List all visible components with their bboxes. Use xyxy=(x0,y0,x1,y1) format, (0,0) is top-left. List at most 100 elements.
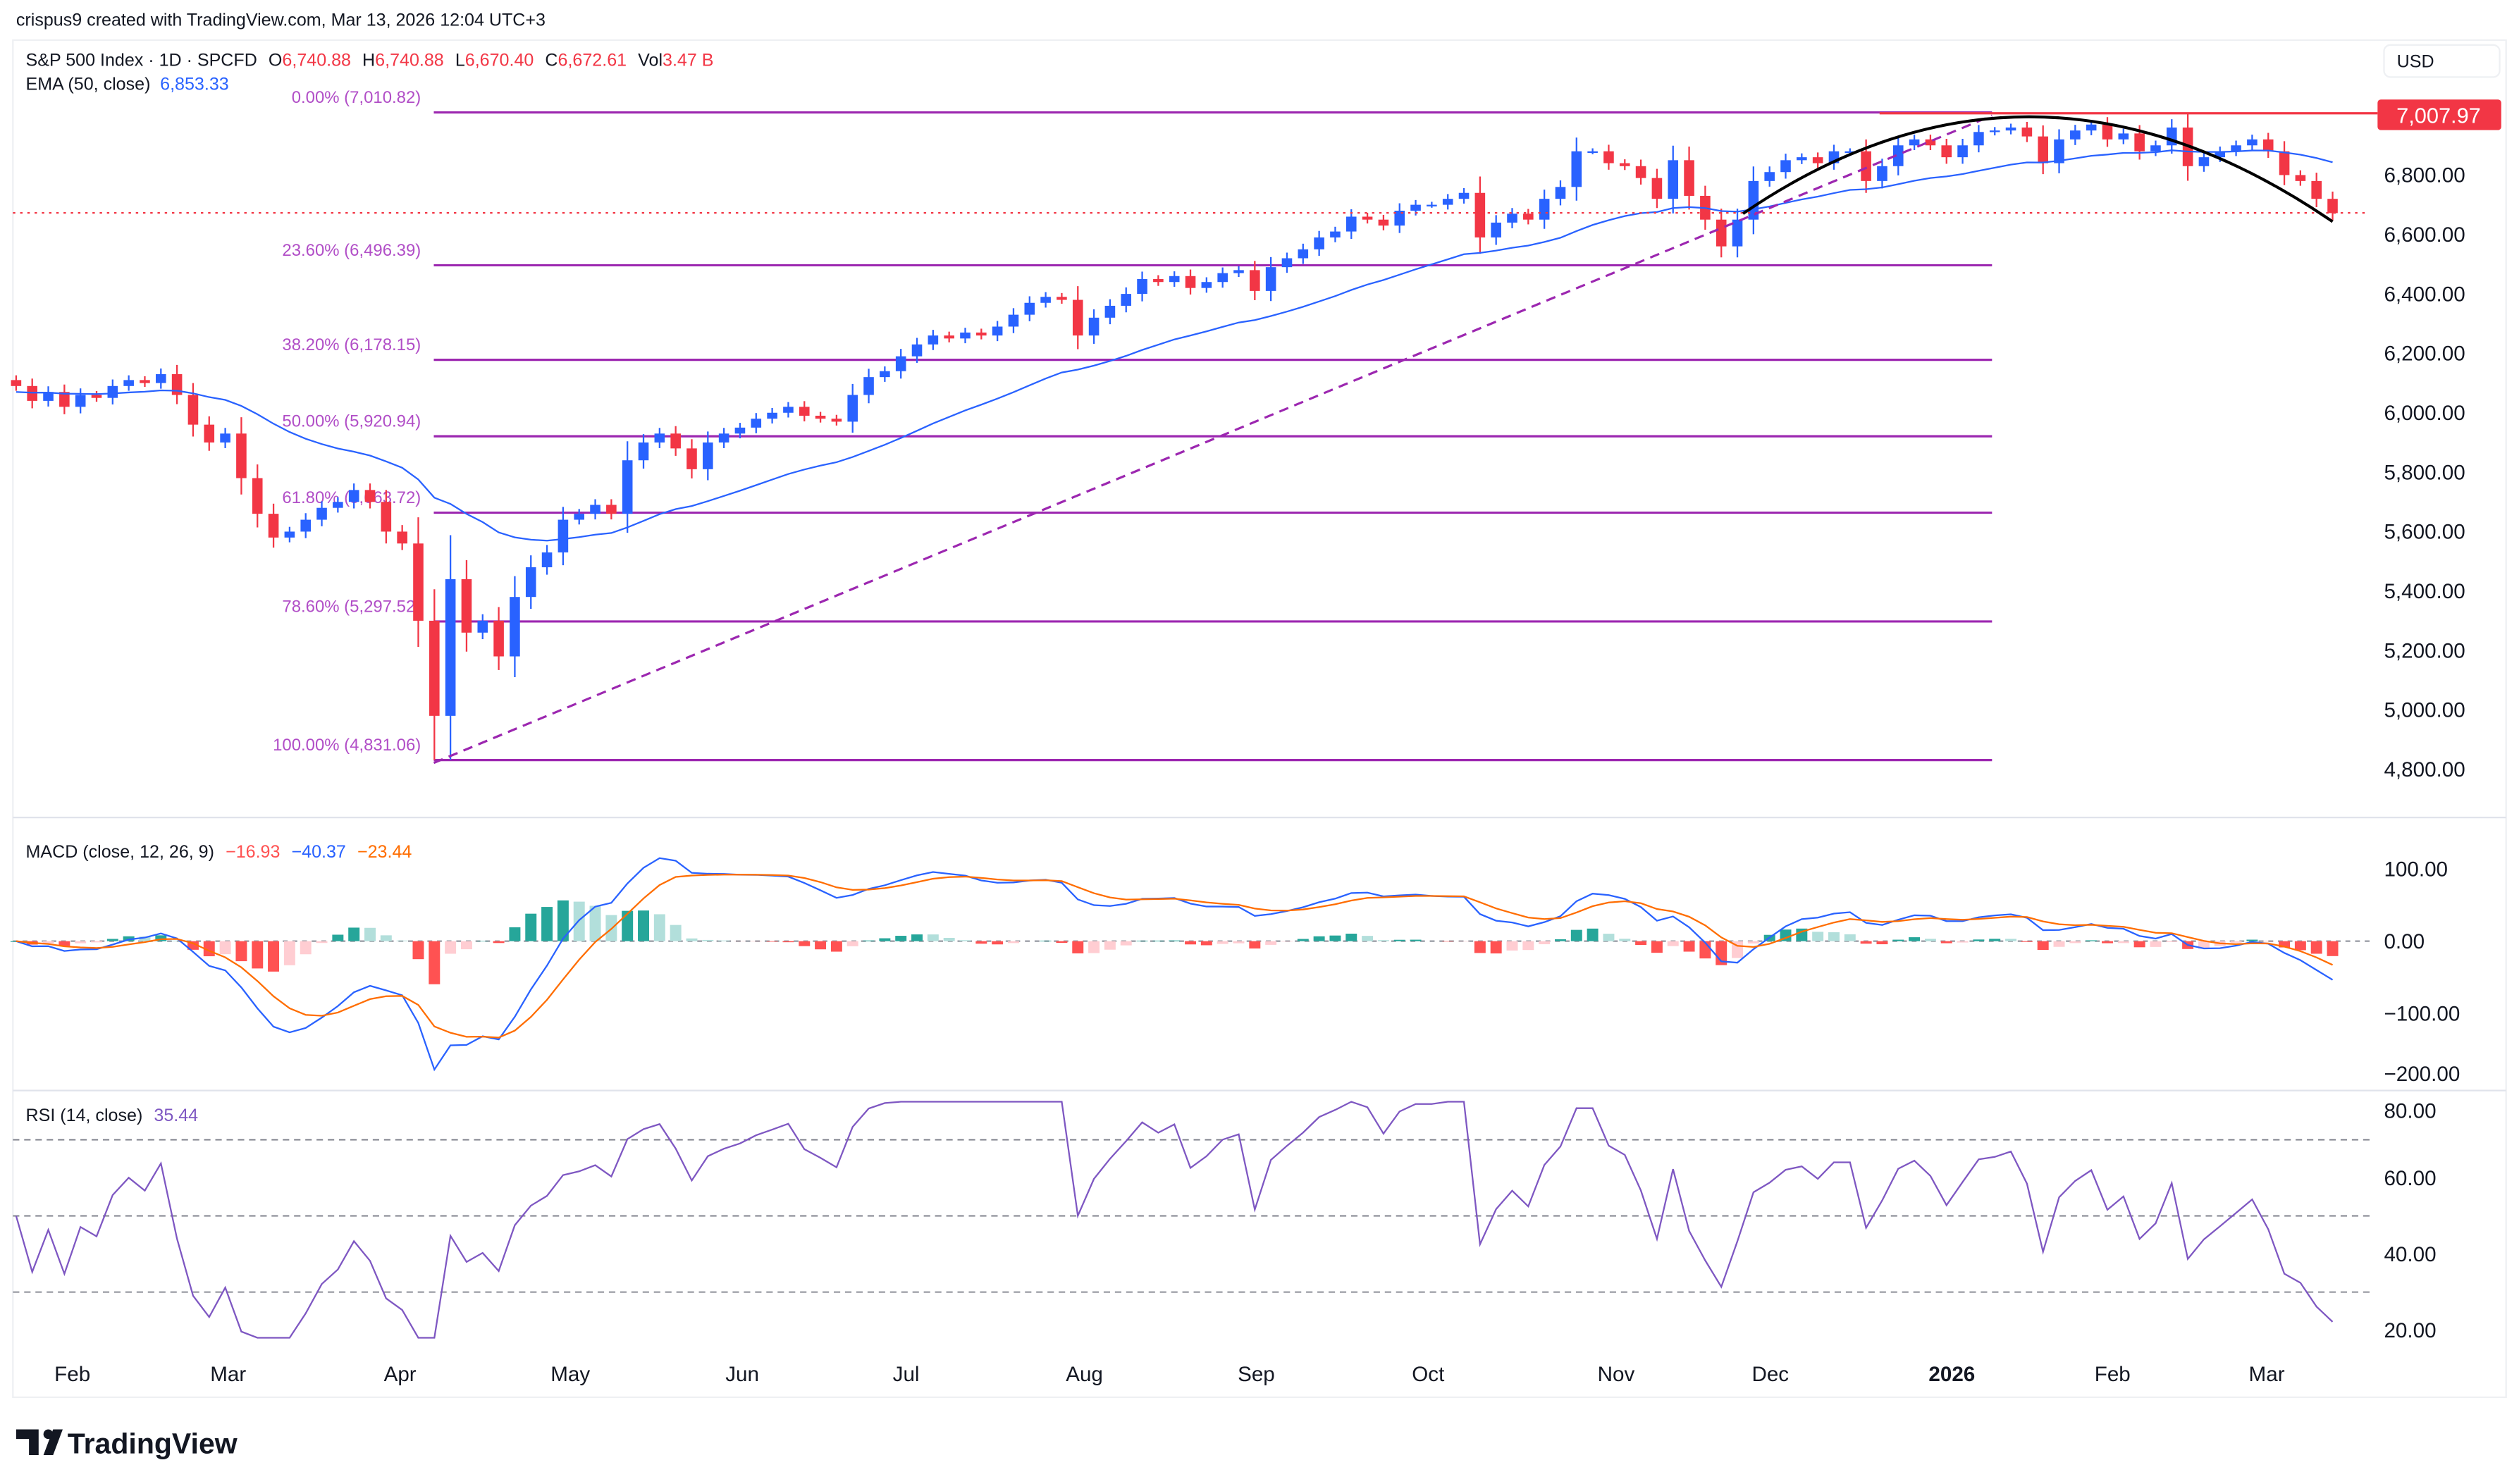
macd-histogram-bar xyxy=(460,941,472,950)
macd-tick-label: −100.00 xyxy=(2384,1002,2460,1025)
candle-body xyxy=(43,392,54,401)
time-tick-label: Jun xyxy=(725,1363,759,1386)
candle-body xyxy=(268,514,279,538)
macd-histogram-bar xyxy=(589,905,601,941)
candle-body xyxy=(510,597,520,657)
time-tick-label: Jul xyxy=(893,1363,920,1386)
close-value: 6,672.61 xyxy=(558,50,627,70)
candle-body xyxy=(2038,136,2048,163)
macd-histogram-bar xyxy=(1233,941,1245,944)
rsi-tick-label: 60.00 xyxy=(2384,1167,2436,1190)
macd-histogram-bar xyxy=(895,936,907,941)
price-tick-label: 5,400.00 xyxy=(2384,580,2465,603)
time-tick-label: Feb xyxy=(2095,1363,2131,1386)
macd-histogram-bar xyxy=(1539,941,1551,944)
candle-body xyxy=(880,371,890,378)
price-axis[interactable]: 6,800.00 6,600.00 6,400.00 6,200.00 6,000.00… xyxy=(2384,164,2465,781)
macd-histogram-bar xyxy=(155,935,167,941)
macd-histogram-bar xyxy=(2166,941,2178,942)
fib-level-label: 78.60% (5,297.52) xyxy=(282,597,421,616)
macd-histogram-bar xyxy=(2279,941,2291,948)
candle-body xyxy=(847,395,858,422)
candle-body xyxy=(1169,276,1180,283)
candle-body xyxy=(252,478,263,514)
candle-body xyxy=(364,490,376,502)
fib-trend-line xyxy=(433,114,1993,765)
candle-body xyxy=(171,373,183,395)
macd-histogram-bar xyxy=(235,941,247,962)
macd-histogram-bar xyxy=(1619,939,1631,941)
fib-level-label: 0.00% (7,010.82) xyxy=(292,88,421,107)
fibonacci-retracement[interactable]: 0.00% (7,010.82) 23.60% (6,496.39) 38.20% … xyxy=(273,88,1993,762)
macd-histogram-bar xyxy=(525,913,537,941)
candle-body xyxy=(1651,178,1663,199)
macd-histogram-bar xyxy=(557,900,569,941)
macd-histogram-bar xyxy=(2005,939,2017,941)
macd-tick-label: 100.00 xyxy=(2384,858,2448,881)
macd-histogram-bar xyxy=(1393,939,1405,941)
macd-histogram-bar xyxy=(1570,929,1582,941)
macd-histogram-bar xyxy=(1909,937,1921,941)
candle-body xyxy=(1973,132,1984,146)
candle-body xyxy=(1619,163,1630,166)
candle-body xyxy=(1780,160,1791,173)
time-tick-label: Aug xyxy=(1066,1363,1103,1386)
macd-histogram-bar xyxy=(106,939,118,941)
candle-body xyxy=(2134,133,2145,152)
high-label: H xyxy=(362,50,375,70)
candle-body xyxy=(1104,305,1116,318)
candle-body xyxy=(1072,299,1083,336)
candle-body xyxy=(1250,270,1260,291)
fib-level-label: 50.00% (5,920.94) xyxy=(282,412,421,431)
candle-body xyxy=(1877,166,1887,181)
candle-body xyxy=(2198,157,2210,166)
price-tick-label: 6,200.00 xyxy=(2384,342,2465,366)
candle-body xyxy=(992,326,1003,336)
macd-line xyxy=(16,857,2334,1072)
candle-body xyxy=(718,433,729,443)
candle-body xyxy=(1571,151,1582,187)
candle-body xyxy=(284,531,295,538)
macd-histogram-bar xyxy=(1007,941,1019,944)
candle-body xyxy=(445,579,456,716)
time-tick-label: Dec xyxy=(1751,1363,1789,1386)
candle-body xyxy=(590,505,601,514)
tradingview-logo[interactable]: TradingView xyxy=(16,1428,238,1460)
candle-body xyxy=(1957,145,1968,158)
rsi-tick-label: 80.00 xyxy=(2384,1099,2436,1123)
macd-signal-value: −23.44 xyxy=(357,842,412,862)
candle-body xyxy=(1330,231,1341,237)
candle-body xyxy=(1909,139,1920,146)
macd-histogram-bar xyxy=(1345,934,1357,941)
candle-body xyxy=(1603,151,1614,163)
macd-histogram-bar xyxy=(541,907,553,941)
macd-histogram-bar xyxy=(2021,941,2033,942)
macd-histogram-bar xyxy=(1474,941,1486,953)
candle-body xyxy=(11,380,22,386)
candle-body xyxy=(107,385,118,398)
macd-histogram-bar xyxy=(766,941,778,942)
macd-histogram-bar xyxy=(1522,941,1534,951)
macd-histogram-bar xyxy=(58,941,70,946)
macd-histogram-bar xyxy=(42,941,54,944)
candle-body xyxy=(799,407,810,416)
candle-body xyxy=(1427,204,1437,206)
time-axis[interactable]: Feb Mar Apr May Jun Jul Aug Sep Oct Nov Dec 2026 Feb… xyxy=(54,1363,2285,1386)
rsi-label: RSI (14, close) xyxy=(26,1106,143,1125)
price-tick-label: 5,600.00 xyxy=(2384,521,2465,544)
macd-histogram-bar xyxy=(653,914,665,941)
macd-histogram-bar xyxy=(300,941,312,955)
rsi-tick-label: 20.00 xyxy=(2384,1319,2436,1342)
candle-body xyxy=(638,442,649,461)
macd-histogram-bar xyxy=(702,939,714,941)
candle-body xyxy=(2118,133,2129,140)
macd-histogram-bar xyxy=(1554,939,1566,941)
candle-body xyxy=(815,415,826,419)
drawings[interactable] xyxy=(13,112,2378,765)
macd-histogram-bar xyxy=(123,936,135,941)
candle-body xyxy=(187,395,199,425)
currency-button[interactable] xyxy=(2383,44,2501,78)
candle-body xyxy=(2215,151,2226,158)
macd-histogram-bar xyxy=(1812,932,1824,941)
